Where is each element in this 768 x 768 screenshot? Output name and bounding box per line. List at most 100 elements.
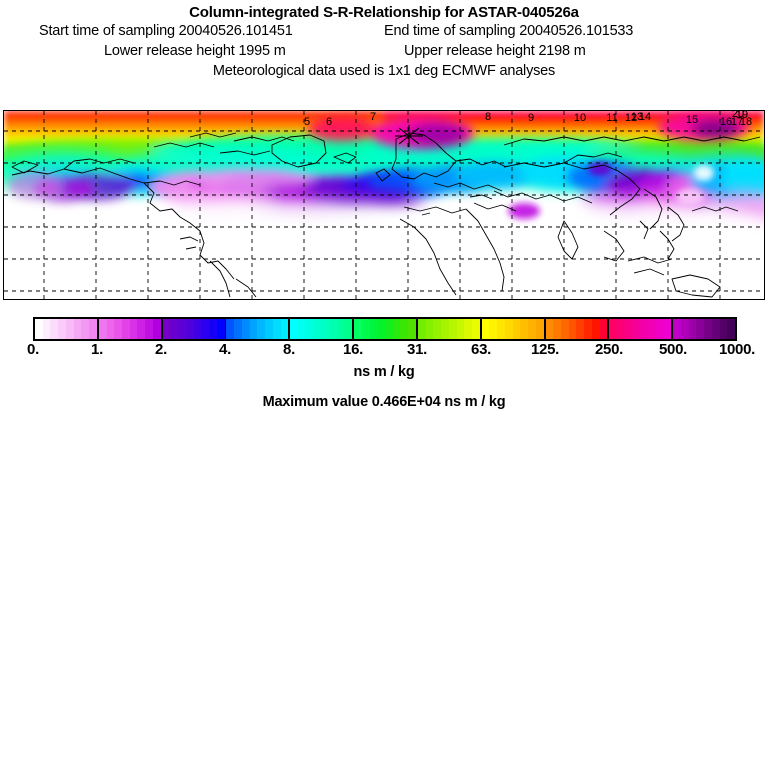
colorbar-band-5-5 [392, 319, 401, 339]
colorbar-band-4-1 [297, 319, 306, 339]
colorbar-band-0-1 [42, 319, 51, 339]
day-marker-7: 7 [370, 111, 376, 123]
colorbar-band-0-4 [65, 319, 74, 339]
colorbar-tick-31: 31. [407, 341, 427, 358]
colorbar-band-8-1 [553, 319, 561, 339]
colorbar-band-3-2 [241, 319, 250, 339]
colorbar-segment-3 [226, 319, 291, 339]
colorbar-band-7-1 [489, 319, 498, 339]
colorbar-band-1-2 [114, 319, 123, 339]
colorbar-band-2-0 [162, 319, 171, 339]
colorbar-band-5-0 [354, 319, 362, 339]
colorbar-band-2-4 [193, 319, 202, 339]
colorbar-segment-10 [673, 319, 735, 339]
colorbar-band-3-5 [265, 319, 273, 339]
colorbar-band-6-7 [472, 319, 480, 339]
colorbar-band-10-2 [688, 319, 697, 339]
colorbar-band-9-1 [617, 319, 625, 339]
day-marker-11: 11 [606, 112, 617, 124]
colorbar-band-7-5 [520, 319, 529, 339]
release-height-line: Lower release height 1995 m Upper releas… [0, 41, 768, 61]
colorbar-band-8-0 [545, 319, 554, 339]
colorbar-band-8-3 [568, 319, 577, 339]
colorbar-segment-8 [545, 319, 610, 339]
colorbar-band-4-4 [321, 319, 329, 339]
colorbar-band-3-1 [234, 319, 242, 339]
met-data-label: Meteorological data used is 1x1 deg ECMW… [212, 63, 556, 79]
maximum-value-label: Maximum value 0.466E+04 ns m / kg [262, 394, 506, 410]
colorbar-band-7-4 [512, 319, 521, 339]
colorbar-band-7-7 [535, 319, 544, 339]
colorbar-band-6-5 [456, 319, 465, 339]
day-marker-10: 10 [574, 112, 586, 124]
colorbar-band-10-1 [680, 319, 689, 339]
colorbar-band-4-7 [344, 319, 353, 339]
colorbar-band-8-7 [599, 319, 608, 339]
end-time-label: End time of sampling 20040526.101533 [384, 23, 634, 39]
colorbar-band-6-2 [433, 319, 442, 339]
colorbar-band-9-0 [609, 319, 618, 339]
colorbar-band-8-5 [584, 319, 592, 339]
page-title: Column-integrated S-R-Relationship for A… [189, 4, 579, 21]
colorbar-band-0-3 [58, 319, 66, 339]
colorbar-band-6-0 [417, 319, 426, 339]
day-marker-18: 18 [740, 116, 752, 128]
colorbar-band-10-7 [727, 319, 735, 339]
colorbar-band-4-6 [336, 319, 345, 339]
day-marker-8: 8 [485, 111, 491, 123]
colorbar-band-9-5 [647, 319, 656, 339]
colorbar-band-8-6 [591, 319, 600, 339]
colorbar-segment-0 [35, 319, 99, 339]
colorbar-band-1-6 [145, 319, 153, 339]
graticule-grid [4, 111, 764, 299]
colorbar-band-4-2 [305, 319, 314, 339]
colorbar-band-7-2 [497, 319, 505, 339]
colorbar-band-1-7 [152, 319, 161, 339]
colorbar-band-0-2 [50, 319, 59, 339]
colorbar-tick-1000: 1000. [718, 341, 756, 358]
colorbar-band-6-3 [441, 319, 449, 339]
colorbar-band-10-6 [719, 319, 728, 339]
colorbar-tick-2: 2. [155, 341, 167, 358]
colorbar-tick-250: 250. [595, 341, 623, 358]
colorbar-band-3-6 [272, 319, 281, 339]
sampling-time-line: Start time of sampling 20040526.101451 E… [0, 21, 768, 41]
colorbar-tick-labels: 0. 1. 2. 4. 8. 16. 31. 63. 125. 250. 500. 1000. [0, 341, 768, 361]
colorbar-band-0-5 [73, 319, 82, 339]
met-data-line: Meteorological data used is 1x1 deg ECMW… [0, 61, 768, 81]
colorbar-band-2-2 [178, 319, 186, 339]
colorbar-tick-125: 125. [531, 341, 559, 358]
map-frame: 5 6 7 8 9 10 11 12 13 14 15 16 17 18 19 20 [3, 110, 765, 300]
colorbar-band-3-3 [249, 319, 258, 339]
colorbar-band-5-6 [400, 319, 409, 339]
colorbar-segment-4 [290, 319, 355, 339]
figure-header: Column-integrated S-R-Relationship for A… [0, 0, 768, 81]
colorbar-band-3-0 [226, 319, 235, 339]
colorbar-band-2-5 [201, 319, 210, 339]
colorbar-band-10-5 [711, 319, 720, 339]
day-marker-19: 19 [736, 111, 748, 121]
colorbar-band-0-0 [35, 319, 43, 339]
release-star-ray [408, 127, 420, 137]
colorbar-band-0-6 [81, 319, 90, 339]
colorbar-tick-500: 500. [659, 341, 687, 358]
day-marker-5: 5 [304, 116, 310, 128]
day-marker-15: 15 [686, 114, 698, 126]
colorbar-gradient [33, 317, 737, 341]
colorbar-band-2-1 [170, 319, 179, 339]
colorbar-segment-7 [481, 319, 546, 339]
release-star-ray [398, 135, 410, 145]
colorbar-band-5-2 [369, 319, 378, 339]
colorbar-band-9-7 [663, 319, 672, 339]
colorbar-band-3-7 [280, 319, 289, 339]
colorbar-segment-2 [162, 319, 227, 339]
day-marker-14: 14 [639, 111, 651, 123]
colorbar-band-1-4 [129, 319, 138, 339]
day-marker-12: 12 [625, 112, 637, 124]
colorbar [33, 317, 737, 341]
day-marker-13: 13 [631, 111, 643, 123]
colorbar-band-8-4 [576, 319, 585, 339]
colorbar-band-10-3 [696, 319, 705, 339]
colorbar-band-9-6 [655, 319, 664, 339]
